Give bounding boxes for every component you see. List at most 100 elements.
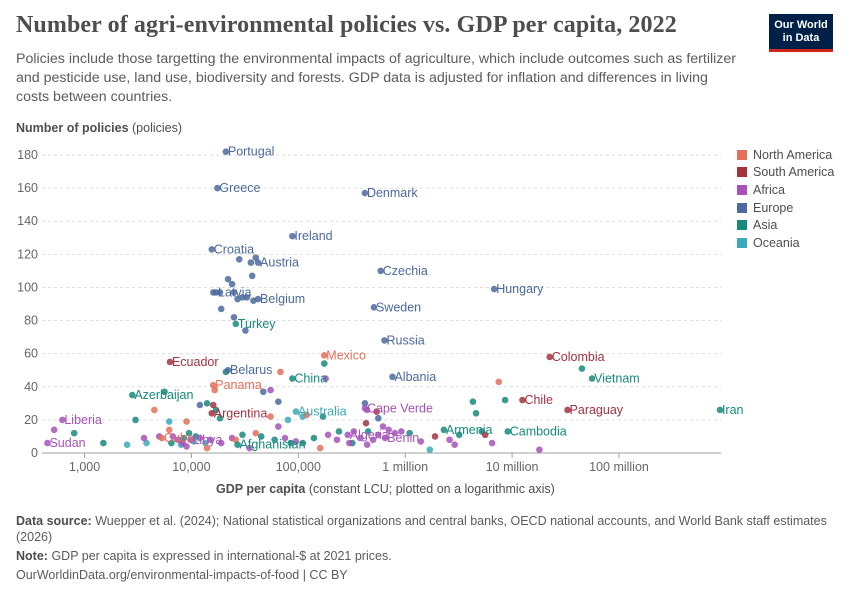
data-point[interactable]: [183, 418, 190, 425]
data-point[interactable]: [271, 436, 278, 444]
data-point[interactable]: [202, 439, 209, 447]
data-point[interactable]: [259, 388, 267, 396]
data-point[interactable]: [217, 439, 225, 447]
legend-item-oceania[interactable]: Oceania: [737, 234, 834, 252]
point-vietnam[interactable]: [588, 375, 596, 382]
data-point[interactable]: [431, 433, 439, 440]
data-point[interactable]: [50, 426, 58, 434]
data-point[interactable]: [495, 378, 503, 386]
point-paraguay[interactable]: [564, 406, 571, 414]
data-point[interactable]: [374, 414, 382, 422]
data-point[interactable]: [481, 431, 489, 439]
point-latvia[interactable]: [212, 289, 220, 296]
point-austria[interactable]: [254, 259, 262, 266]
data-point[interactable]: [70, 429, 78, 437]
data-point[interactable]: [451, 441, 458, 449]
point-belgium[interactable]: [254, 295, 262, 303]
point-belarus[interactable]: [224, 366, 232, 374]
point-china[interactable]: [289, 375, 296, 382]
data-point[interactable]: [426, 446, 434, 453]
data-point[interactable]: [501, 396, 509, 404]
data-point[interactable]: [385, 426, 392, 434]
data-point[interactable]: [257, 433, 265, 440]
point-czechia[interactable]: [377, 267, 385, 275]
data-point[interactable]: [536, 446, 543, 453]
point-argentina[interactable]: [208, 409, 216, 417]
point-afghanistan[interactable]: [234, 441, 241, 449]
data-point[interactable]: [211, 386, 218, 394]
data-point[interactable]: [140, 434, 148, 442]
data-point[interactable]: [321, 360, 328, 367]
data-point[interactable]: [267, 386, 274, 394]
data-point[interactable]: [183, 443, 190, 450]
data-point[interactable]: [319, 413, 327, 420]
point-cape-verde[interactable]: [361, 405, 369, 412]
data-point[interactable]: [373, 408, 380, 415]
legend-item-africa[interactable]: Africa: [737, 181, 834, 199]
legend-item-south-america[interactable]: South America: [737, 164, 834, 182]
data-point[interactable]: [248, 272, 256, 280]
data-point[interactable]: [216, 414, 224, 422]
point-chile[interactable]: [519, 396, 526, 404]
data-point[interactable]: [169, 433, 177, 440]
point-greece[interactable]: [214, 184, 221, 192]
data-point[interactable]: [174, 436, 182, 444]
data-point[interactable]: [406, 429, 413, 437]
data-point[interactable]: [275, 423, 282, 430]
data-point[interactable]: [230, 313, 238, 321]
data-point[interactable]: [379, 423, 387, 430]
point-benin[interactable]: [381, 434, 389, 442]
data-point[interactable]: [363, 441, 371, 449]
legend-item-asia[interactable]: Asia: [737, 216, 834, 234]
point-libya[interactable]: [187, 436, 194, 444]
point-ireland[interactable]: [289, 232, 296, 240]
point-portugal[interactable]: [222, 148, 230, 155]
data-point[interactable]: [242, 327, 249, 334]
data-point[interactable]: [224, 275, 232, 283]
data-point[interactable]: [243, 294, 251, 301]
data-point[interactable]: [252, 429, 260, 437]
point-russia[interactable]: [381, 337, 388, 344]
data-point[interactable]: [398, 428, 405, 435]
point-sweden[interactable]: [370, 304, 378, 311]
data-point[interactable]: [361, 400, 369, 407]
data-point[interactable]: [185, 429, 193, 437]
data-point[interactable]: [123, 441, 131, 449]
point-colombia[interactable]: [546, 353, 554, 361]
data-point[interactable]: [322, 375, 329, 382]
data-point[interactable]: [374, 431, 382, 439]
data-point[interactable]: [196, 401, 204, 409]
data-point[interactable]: [203, 444, 211, 452]
point-denmark[interactable]: [361, 189, 369, 197]
data-point[interactable]: [196, 434, 204, 442]
point-iran[interactable]: [716, 406, 724, 414]
data-point[interactable]: [252, 254, 260, 261]
data-point[interactable]: [287, 439, 295, 447]
point-turkey[interactable]: [232, 320, 240, 328]
data-point[interactable]: [335, 428, 343, 435]
data-point[interactable]: [239, 431, 246, 439]
data-point[interactable]: [488, 439, 496, 447]
data-point[interactable]: [161, 388, 168, 396]
data-point[interactable]: [132, 416, 139, 424]
point-hungary[interactable]: [490, 285, 498, 293]
data-point[interactable]: [232, 436, 240, 444]
data-point[interactable]: [292, 438, 300, 445]
data-point[interactable]: [303, 411, 311, 419]
credit[interactable]: OurWorldinData.org/environmental-impacts…: [16, 568, 348, 582]
data-point[interactable]: [180, 434, 188, 442]
data-point[interactable]: [267, 413, 274, 420]
data-point[interactable]: [455, 431, 463, 439]
data-point[interactable]: [277, 368, 284, 376]
data-point[interactable]: [346, 439, 353, 447]
data-point[interactable]: [472, 409, 480, 417]
data-point[interactable]: [350, 428, 358, 435]
data-point[interactable]: [247, 259, 255, 266]
data-point[interactable]: [275, 398, 282, 405]
legend-item-north-america[interactable]: North America: [737, 146, 834, 164]
data-point[interactable]: [143, 439, 150, 447]
point-mexico[interactable]: [321, 352, 328, 359]
data-point[interactable]: [469, 398, 477, 405]
legend-item-europe[interactable]: Europe: [737, 199, 834, 217]
point-albania[interactable]: [389, 373, 396, 381]
